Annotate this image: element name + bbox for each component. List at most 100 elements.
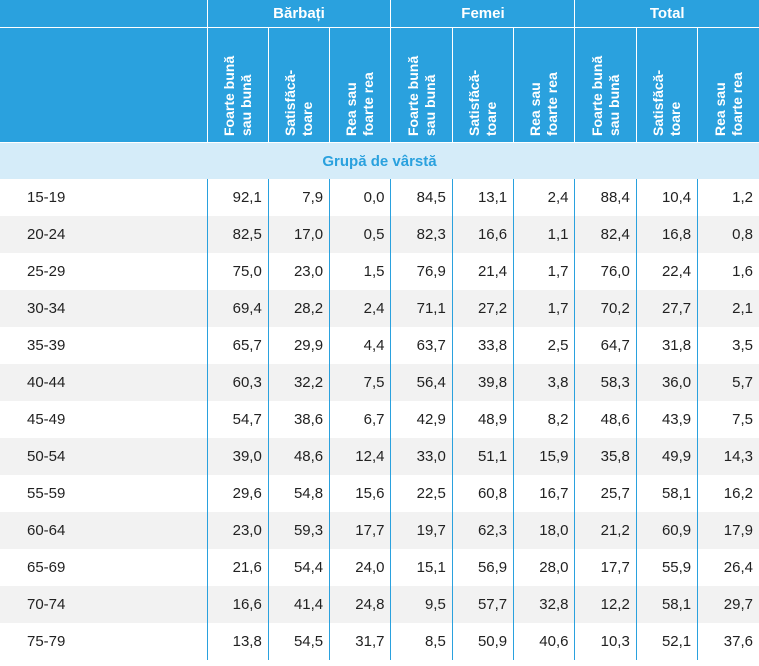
value-cell: 59,3 — [267, 512, 330, 549]
value-cell: 64,7 — [574, 327, 637, 364]
age-group-label: 25-29 — [0, 253, 207, 290]
value-cell: 48,6 — [267, 438, 330, 475]
group-header-women: Femei — [390, 0, 575, 28]
value-cell: 75,0 — [206, 253, 269, 290]
subheader-label: Rea sau foarte rea — [343, 72, 377, 136]
value-cell: 14,3 — [697, 438, 759, 475]
value-cell: 71,1 — [390, 290, 453, 327]
value-cell: 88,4 — [574, 179, 637, 216]
age-group-label: 50-54 — [0, 438, 207, 475]
value-cell: 54,7 — [206, 401, 269, 438]
value-cell: 2,4 — [513, 179, 575, 216]
value-cell: 55,9 — [635, 549, 698, 586]
age-group-label: 70-74 — [0, 586, 207, 623]
value-cell: 0,5 — [329, 216, 391, 253]
value-cell: 29,7 — [697, 586, 759, 623]
subheader-men-2: Rea sau foarte rea — [329, 27, 391, 143]
header-corner-lower — [0, 27, 207, 143]
value-cell: 76,0 — [574, 253, 637, 290]
value-cell: 1,1 — [513, 216, 575, 253]
value-cell: 82,5 — [206, 216, 269, 253]
value-cell: 92,1 — [206, 179, 269, 216]
value-cell: 35,8 — [574, 438, 637, 475]
header-corner — [0, 0, 207, 28]
value-cell: 23,0 — [267, 253, 330, 290]
value-cell: 63,7 — [390, 327, 453, 364]
value-cell: 54,4 — [267, 549, 330, 586]
value-cell: 17,0 — [267, 216, 330, 253]
value-cell: 2,5 — [513, 327, 575, 364]
table-row: 30-34 69,4 28,2 2,4 71,1 27,2 1,7 70,2 27,7 2,1 — [0, 290, 759, 327]
subheader-label: Foarte bună sau bună — [588, 55, 622, 136]
value-cell: 12,2 — [574, 586, 637, 623]
table-row: 75-79 13,8 54,5 31,7 8,5 50,9 40,6 10,3 52,1 37,6 — [0, 623, 759, 660]
value-cell: 39,0 — [206, 438, 269, 475]
value-cell: 22,5 — [390, 475, 453, 512]
table-row: 60-64 23,0 59,3 17,7 19,7 62,3 18,0 21,2 60,9 17,… — [0, 512, 759, 549]
age-group-label: 55-59 — [0, 475, 207, 512]
subheader-total-0: Foarte bună sau bună — [574, 27, 637, 143]
value-cell: 9,5 — [390, 586, 453, 623]
value-cell: 56,9 — [451, 549, 514, 586]
value-cell: 26,4 — [697, 549, 759, 586]
age-group-label: 60-64 — [0, 512, 207, 549]
value-cell: 7,5 — [697, 401, 759, 438]
value-cell: 7,5 — [329, 364, 391, 401]
subheader-label: Satisfăcă- toare — [281, 69, 315, 136]
value-cell: 60,3 — [206, 364, 269, 401]
value-cell: 82,4 — [574, 216, 637, 253]
age-group-label: 65-69 — [0, 549, 207, 586]
table-row: 70-74 16,6 41,4 24,8 9,5 57,7 32,8 12,2 58,1 29,7 — [0, 586, 759, 623]
age-group-label: 75-79 — [0, 623, 207, 660]
value-cell: 16,6 — [451, 216, 514, 253]
value-cell: 15,9 — [513, 438, 575, 475]
subheader-men-1: Satisfăcă- toare — [267, 27, 330, 143]
table-row: 35-39 65,7 29,9 4,4 63,7 33,8 2,5 64,7 31,8 3,5 — [0, 327, 759, 364]
value-cell: 49,9 — [635, 438, 698, 475]
value-cell: 7,9 — [267, 179, 330, 216]
age-group-label: 20-24 — [0, 216, 207, 253]
value-cell: 48,6 — [574, 401, 637, 438]
table-row: 20-24 82,5 17,0 0,5 82,3 16,6 1,1 82,4 16,8 0,8 — [0, 216, 759, 253]
value-cell: 28,0 — [513, 549, 575, 586]
subheader-label: Rea sau foarte rea — [527, 72, 561, 136]
value-cell: 43,9 — [635, 401, 698, 438]
value-cell: 5,7 — [697, 364, 759, 401]
value-cell: 16,7 — [513, 475, 575, 512]
value-cell: 17,9 — [697, 512, 759, 549]
group-header-men: Bărbați — [206, 0, 391, 28]
value-cell: 24,8 — [329, 586, 391, 623]
value-cell: 27,2 — [451, 290, 514, 327]
value-cell: 36,0 — [635, 364, 698, 401]
table-row: 55-59 29,6 54,8 15,6 22,5 60,8 16,7 25,7 58,1 16,… — [0, 475, 759, 512]
value-cell: 28,2 — [267, 290, 330, 327]
value-cell: 1,7 — [513, 290, 575, 327]
age-group-label: 30-34 — [0, 290, 207, 327]
value-cell: 57,7 — [451, 586, 514, 623]
value-cell: 65,7 — [206, 327, 269, 364]
value-cell: 58,1 — [635, 586, 698, 623]
table-row: 65-69 21,6 54,4 24,0 15,1 56,9 28,0 17,7 55,9 26,… — [0, 549, 759, 586]
value-cell: 62,3 — [451, 512, 514, 549]
value-cell: 27,7 — [635, 290, 698, 327]
value-cell: 8,5 — [390, 623, 453, 660]
table-row: 15-19 92,1 7,9 0,0 84,5 13,1 2,4 88,4 10,4 1,2 — [0, 179, 759, 216]
value-cell: 3,5 — [697, 327, 759, 364]
value-cell: 15,6 — [329, 475, 391, 512]
value-cell: 31,7 — [329, 623, 391, 660]
value-cell: 10,3 — [574, 623, 637, 660]
value-cell: 1,5 — [329, 253, 391, 290]
age-group-label: 40-44 — [0, 364, 207, 401]
value-cell: 51,1 — [451, 438, 514, 475]
value-cell: 16,2 — [697, 475, 759, 512]
section-title: Grupă de vârstă — [0, 142, 759, 179]
value-cell: 0,8 — [697, 216, 759, 253]
subheader-label: Foarte bună sau bună — [220, 55, 254, 136]
value-cell: 1,7 — [513, 253, 575, 290]
table-row: 40-44 60,3 32,2 7,5 56,4 39,8 3,8 58,3 36,0 5,7 — [0, 364, 759, 401]
value-cell: 50,9 — [451, 623, 514, 660]
value-cell: 0,0 — [329, 179, 391, 216]
value-cell: 69,4 — [206, 290, 269, 327]
table-row: 25-29 75,0 23,0 1,5 76,9 21,4 1,7 76,0 22,4 1,6 — [0, 253, 759, 290]
